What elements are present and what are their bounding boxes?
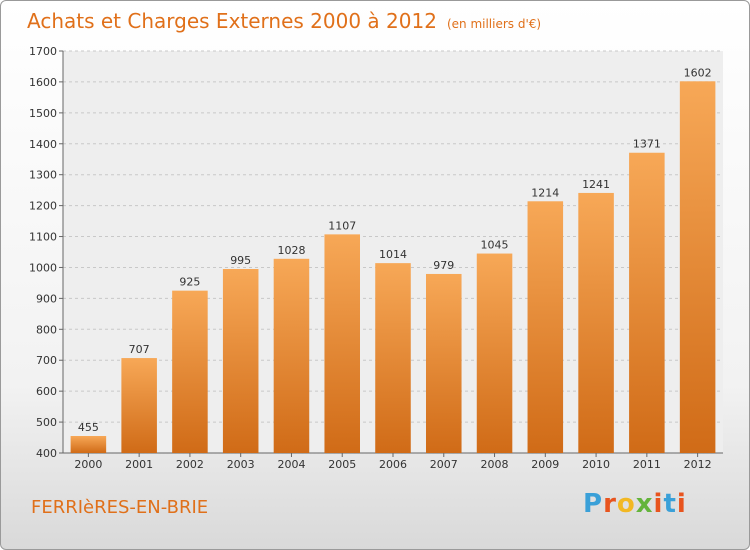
x-tick-label-2010: 2010 xyxy=(582,458,610,471)
logo-letter: i xyxy=(653,489,664,519)
data-label-2001: 707 xyxy=(129,343,150,356)
x-tick-label-2005: 2005 xyxy=(328,458,356,471)
logo-letter: o xyxy=(616,489,636,519)
logo-letter: x xyxy=(635,489,654,519)
bar-2006 xyxy=(375,263,411,453)
data-label-2003: 995 xyxy=(230,254,251,267)
data-label-2012: 1602 xyxy=(684,66,712,79)
proxiti-logo: Proxiti xyxy=(583,489,687,519)
y-tick-label: 600 xyxy=(36,385,57,398)
x-tick-label-2002: 2002 xyxy=(176,458,204,471)
bar-2009 xyxy=(527,201,564,453)
bar-2001 xyxy=(121,358,157,453)
y-tick-label: 1000 xyxy=(29,261,57,274)
x-tick-label-2009: 2009 xyxy=(531,458,559,471)
bar-2011 xyxy=(629,152,665,453)
x-tick-label-2001: 2001 xyxy=(125,458,153,471)
y-tick-label: 1100 xyxy=(29,231,57,244)
data-label-2011: 1371 xyxy=(633,138,661,151)
bar-2007 xyxy=(426,273,462,453)
x-tick-label-2007: 2007 xyxy=(430,458,458,471)
data-label-2007: 979 xyxy=(433,259,454,272)
bar-2008 xyxy=(476,253,513,453)
bar-2012 xyxy=(679,81,716,453)
y-tick-label: 1600 xyxy=(29,76,57,89)
bar-2004 xyxy=(273,258,310,453)
x-tick-label-2003: 2003 xyxy=(227,458,255,471)
y-tick-label: 500 xyxy=(36,416,57,429)
chart-subtitle: (en milliers d'€) xyxy=(446,17,542,31)
bar-2002 xyxy=(172,290,208,453)
y-tick-label: 400 xyxy=(36,447,57,460)
logo-letter: r xyxy=(603,489,617,519)
y-tick-label: 1400 xyxy=(29,138,57,151)
x-tick-label-2008: 2008 xyxy=(481,458,509,471)
x-tick-label-2000: 2000 xyxy=(74,458,102,471)
y-tick-label: 900 xyxy=(36,292,57,305)
data-label-2009: 1214 xyxy=(531,186,559,199)
logo-letter: i xyxy=(676,489,687,519)
data-label-2010: 1241 xyxy=(582,178,610,191)
chart-title-text: Achats et Charges Externes 2000 à 2012 xyxy=(27,9,437,33)
data-label-2005: 1107 xyxy=(328,219,356,232)
data-label-2004: 1028 xyxy=(277,244,305,257)
chart-title: Achats et Charges Externes 2000 à 2012 (e… xyxy=(27,9,541,33)
data-label-2002: 925 xyxy=(179,276,200,289)
y-tick-label: 1500 xyxy=(29,107,57,120)
bar-2005 xyxy=(324,234,360,453)
y-tick-label: 700 xyxy=(36,354,57,367)
bar-2010 xyxy=(578,192,614,453)
y-tick-label: 1200 xyxy=(29,200,57,213)
y-tick-label: 1700 xyxy=(29,45,57,58)
data-label-2000: 455 xyxy=(78,421,99,434)
logo-letter: P xyxy=(583,489,604,519)
y-tick-label: 800 xyxy=(36,323,57,336)
bar-2003 xyxy=(222,269,259,453)
x-tick-label-2012: 2012 xyxy=(684,458,712,471)
y-tick-label: 1300 xyxy=(29,169,57,182)
commune-name: FERRIèRES-EN-BRIE xyxy=(31,497,209,518)
x-tick-label-2011: 2011 xyxy=(633,458,661,471)
logo-letter: t xyxy=(663,489,677,519)
data-label-2008: 1045 xyxy=(481,239,509,252)
x-tick-label-2004: 2004 xyxy=(277,458,305,471)
x-tick-label-2006: 2006 xyxy=(379,458,407,471)
data-label-2006: 1014 xyxy=(379,248,407,261)
bar-2000 xyxy=(70,435,107,453)
